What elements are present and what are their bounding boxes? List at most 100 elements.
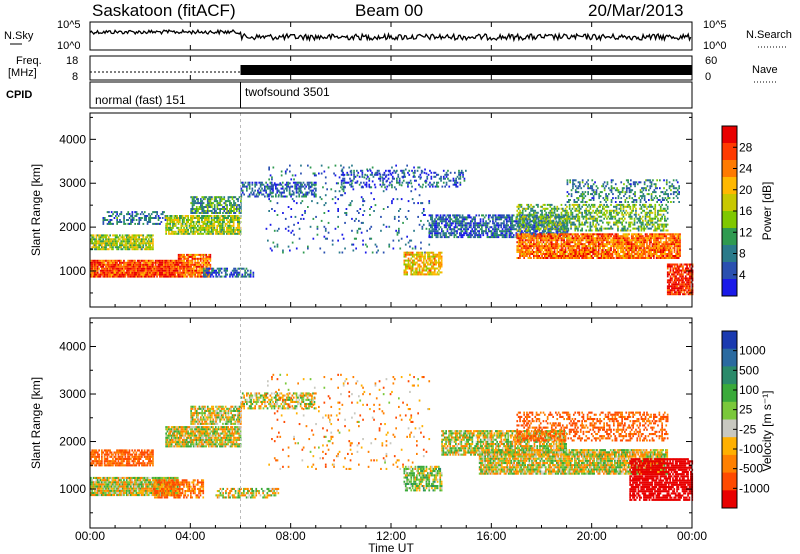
echo-cell <box>571 233 574 236</box>
echo-cell <box>148 221 150 223</box>
echo-cell <box>584 255 586 257</box>
echo-cell <box>578 257 581 259</box>
echo-cell <box>497 226 500 229</box>
echo-cell <box>259 191 262 194</box>
echo-cell <box>561 237 564 240</box>
echo-cell <box>254 183 256 186</box>
echo-cell <box>281 195 284 198</box>
echo-cell <box>519 253 521 255</box>
echo-cell <box>99 240 102 243</box>
echo-cell <box>551 214 554 217</box>
echo-cell <box>570 237 572 240</box>
echo-cell <box>618 241 621 244</box>
echo-cell <box>121 244 124 247</box>
echo-cell <box>131 215 134 217</box>
echo-cell <box>210 217 213 219</box>
echo-cell <box>465 224 468 227</box>
echo-cell <box>206 261 209 264</box>
echo-cell <box>130 240 132 243</box>
echo-cell <box>410 190 413 193</box>
echo-cell <box>568 233 571 236</box>
nave-tick-top: 60 <box>705 55 717 67</box>
echo-cell <box>400 184 403 187</box>
echo-cell <box>485 232 487 235</box>
echo-cell <box>246 189 248 192</box>
echo-cell <box>420 247 422 250</box>
echo-cell <box>632 233 634 236</box>
echo-cell <box>611 251 614 253</box>
echo-cell <box>171 259 174 262</box>
echo-cell <box>92 236 95 239</box>
echo-cell <box>141 271 143 274</box>
echo-cell <box>596 237 599 240</box>
echo-cell <box>429 261 432 264</box>
echo-cell <box>510 218 512 221</box>
echo-cell <box>201 215 203 217</box>
echo-cell <box>573 233 575 236</box>
echo-cell <box>222 208 224 210</box>
echo-cell <box>215 198 217 201</box>
echo-cell <box>545 243 548 246</box>
echo-cell <box>593 239 596 242</box>
echo-cell <box>581 255 583 257</box>
echo-cell <box>441 185 444 188</box>
echo-cell <box>154 261 157 264</box>
echo-cell <box>123 269 125 272</box>
echo-cell <box>590 235 593 238</box>
echo-cell <box>530 234 533 237</box>
echo-cell <box>150 217 153 219</box>
echo-cell <box>438 253 440 256</box>
echo-cell <box>102 221 105 223</box>
echo-cell <box>289 182 291 185</box>
echo-cell <box>131 242 134 245</box>
echo-cell <box>441 236 443 239</box>
echo-cell <box>619 235 622 238</box>
echo-cell <box>615 255 618 257</box>
echo-cell <box>125 244 128 247</box>
echo-cell <box>608 251 611 253</box>
echo-cell <box>105 238 107 241</box>
echo-cell <box>254 185 256 188</box>
echo-cell <box>168 217 170 219</box>
echo-cell <box>105 219 107 221</box>
echo-cell <box>123 215 125 217</box>
echo-cell <box>615 235 618 238</box>
echo-cell <box>610 257 612 259</box>
echo-cell <box>220 226 223 229</box>
echo-cell <box>427 271 429 274</box>
echo-cell <box>637 237 640 240</box>
echo-cell <box>589 239 592 242</box>
echo-cell <box>603 247 605 250</box>
echo-cell <box>428 273 431 276</box>
echo-cell <box>537 243 539 246</box>
echo-cell <box>230 232 232 235</box>
echo-cell <box>180 230 183 233</box>
echo-cell <box>211 210 213 212</box>
echo-cell <box>408 173 411 176</box>
echo-cell <box>520 237 523 240</box>
echo-cell <box>589 235 592 238</box>
echo-cell <box>439 263 442 266</box>
echo-cell <box>586 253 589 255</box>
echo-cell <box>113 244 116 247</box>
echo-cell <box>552 235 554 238</box>
echo-cell <box>515 234 518 237</box>
echo-cell <box>434 220 436 223</box>
echo-cell <box>540 232 543 235</box>
echo-cell <box>430 226 432 229</box>
echo-cell <box>452 228 454 231</box>
echo-cell <box>442 169 445 172</box>
echo-cell <box>592 237 594 240</box>
echo-cell <box>628 245 630 248</box>
echo-cell <box>202 221 205 223</box>
echo-cell <box>124 222 127 225</box>
echo-cell <box>202 212 205 214</box>
echo-cell <box>442 220 445 223</box>
echo-cell <box>350 169 353 172</box>
echo-cell <box>539 235 542 238</box>
echo-cell <box>425 261 428 264</box>
echo-cell <box>208 224 210 227</box>
echo-cell <box>431 220 434 223</box>
echo-cell <box>560 255 563 257</box>
echo-cell <box>127 267 129 270</box>
